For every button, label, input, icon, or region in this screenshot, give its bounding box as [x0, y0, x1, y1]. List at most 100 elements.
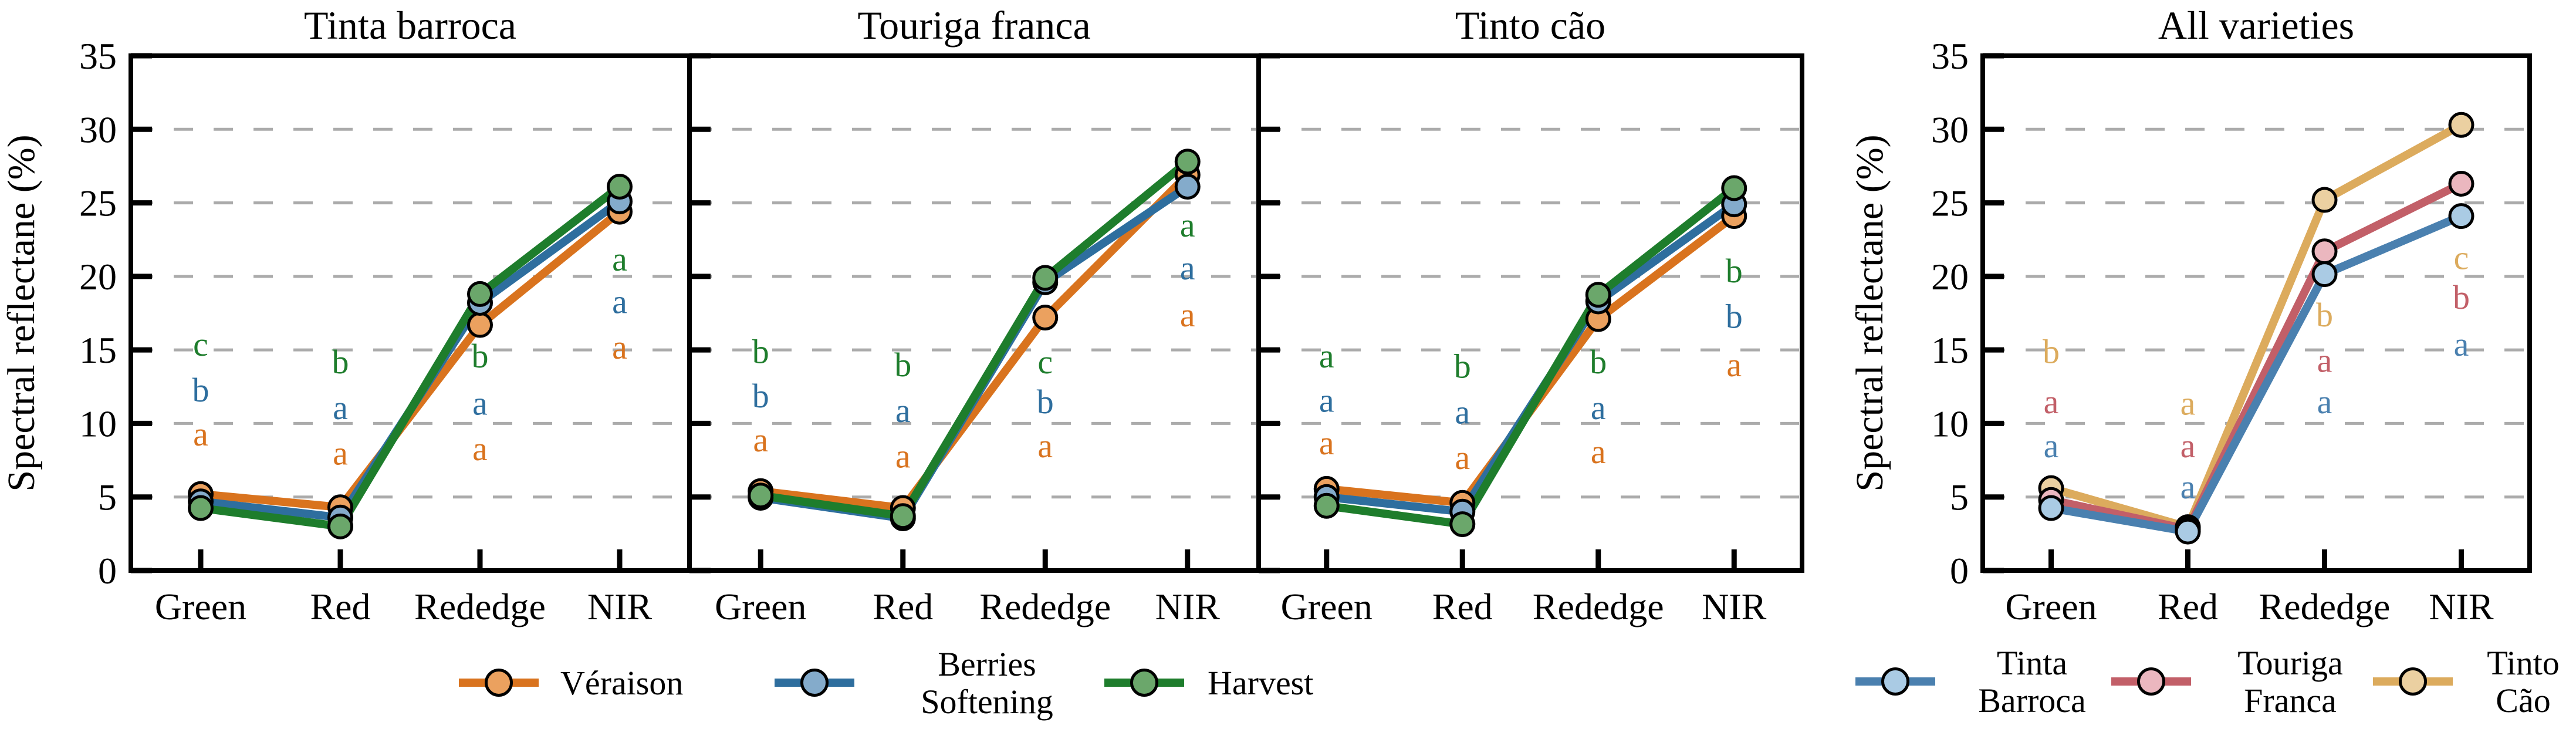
y-tick-label: 5 — [1950, 477, 1969, 518]
significance-letter: a — [2317, 383, 2332, 421]
significance-letter: c — [1037, 343, 1053, 381]
significance-letter: a — [612, 240, 627, 278]
marker-harvest — [1032, 265, 1059, 291]
series-line-harvest — [760, 158, 1191, 521]
significance-letter: b — [1590, 343, 1607, 381]
panel-title: Touriga franca — [857, 3, 1090, 48]
significance-letter: b — [2316, 296, 2333, 334]
significance-letter: a — [1455, 438, 1470, 477]
significance-letter: a — [1726, 346, 1742, 384]
significance-letter: c — [2454, 238, 2469, 276]
marker-harvest — [327, 513, 353, 539]
significance-letter: a — [753, 421, 768, 459]
y-tick-label: 15 — [79, 329, 117, 371]
x-tick-label: Green — [715, 586, 806, 627]
panel-title: All varieties — [2158, 3, 2354, 48]
legend-label-touriga-franca: Touriga — [2237, 644, 2343, 682]
marker-harvest — [748, 482, 774, 509]
significance-letter: b — [2043, 333, 2060, 371]
y-tick-label: 10 — [1931, 403, 1969, 444]
significance-letter: a — [472, 430, 488, 468]
significance-letter: b — [1454, 347, 1471, 386]
significance-letter: a — [1319, 337, 1334, 375]
significance-letter: a — [2044, 383, 2059, 421]
marker-harvest — [607, 174, 633, 200]
legend-marker-tinto-cao — [2399, 667, 2427, 696]
x-tick-label: NIR — [1155, 586, 1221, 627]
marker-harvest — [188, 495, 214, 521]
significance-letter: a — [1319, 424, 1334, 462]
significance-letter: a — [895, 392, 911, 430]
legend-label-veraison: Véraison — [560, 664, 683, 702]
legend-marker-touriga-franca — [2137, 667, 2165, 696]
significance-letter: a — [2317, 342, 2332, 380]
significance-letter: a — [1591, 389, 1606, 427]
significance-letter: a — [895, 437, 911, 475]
marker-harvest — [1585, 282, 1611, 308]
significance-letter: b — [2453, 278, 2470, 316]
significance-letter: a — [1037, 427, 1053, 465]
y-tick-label: 25 — [79, 183, 117, 224]
series-line-touriga-franca — [2050, 180, 2463, 534]
x-tick-label: NIR — [1702, 586, 1767, 627]
significance-letter: b — [192, 371, 209, 409]
marker-touriga-franca — [2448, 170, 2474, 197]
marker-harvest — [1721, 175, 1747, 201]
significance-letter: a — [612, 328, 627, 366]
significance-letter: b — [752, 377, 769, 415]
significance-letter: b — [1726, 252, 1743, 290]
legend-marker-berries-softening — [800, 669, 829, 697]
x-tick-label: NIR — [2429, 586, 2494, 627]
significance-letter: a — [2181, 384, 2196, 422]
legend-label-tinta-barroca: Barroca — [1978, 681, 2086, 720]
series-line-v-raison — [760, 172, 1191, 512]
significance-letter: b — [1037, 383, 1054, 421]
significance-letter: a — [1180, 206, 1195, 244]
legend-marker-tinta-barroca — [1881, 667, 1909, 696]
y-tick-label: 20 — [1931, 256, 1969, 298]
legend-label-berries-softening: Berries — [938, 645, 1036, 683]
legend-label-tinto-cao: Cão — [2496, 681, 2550, 720]
x-tick-label: Red — [310, 586, 370, 627]
marker-harvest — [1449, 511, 1476, 538]
y-axis-label: Spectral reflectane (%) — [1848, 134, 1891, 491]
y-tick-label: 35 — [1931, 35, 1969, 77]
legend-label-harvest: Harvest — [1208, 664, 1313, 702]
significance-letter: a — [1180, 249, 1195, 287]
y-axis-label: Spectral reflectane (%) — [0, 134, 43, 491]
legend-label-tinta-barroca: Tinta — [1997, 644, 2067, 682]
legend-marker-harvest — [1130, 669, 1158, 697]
significance-letter: a — [333, 434, 348, 473]
significance-letter: b — [894, 346, 911, 384]
y-tick-label: 30 — [79, 109, 117, 150]
axes-box — [1980, 53, 2532, 573]
y-tick-label: 15 — [1931, 329, 1969, 371]
legend-label-berries-softening: Softening — [921, 683, 1053, 721]
significance-letter: b — [752, 333, 769, 371]
y-tick-label: 0 — [98, 550, 117, 592]
significance-letter: a — [2181, 427, 2196, 465]
series-line-harvest — [200, 183, 623, 531]
x-tick-label: Red — [2158, 586, 2218, 627]
significance-letter: b — [472, 337, 489, 375]
marker-tinta-barroca — [2448, 203, 2474, 230]
panel-title: Tinta barroca — [304, 3, 516, 48]
marker-tinto-c-o — [2448, 112, 2474, 138]
significance-letter: a — [333, 389, 348, 427]
axes-box — [1256, 53, 1804, 573]
x-tick-label: Rededge — [2259, 586, 2391, 627]
marker-harvest — [890, 503, 916, 529]
series-line-tinto-c-o — [2050, 121, 2463, 532]
legend-marker-veraison — [485, 669, 513, 697]
x-tick-label: NIR — [587, 586, 653, 627]
y-tick-label: 25 — [1931, 183, 1969, 224]
significance-letter: a — [472, 384, 488, 422]
x-tick-label: Rededge — [979, 586, 1111, 627]
y-tick-label: 35 — [79, 35, 117, 77]
